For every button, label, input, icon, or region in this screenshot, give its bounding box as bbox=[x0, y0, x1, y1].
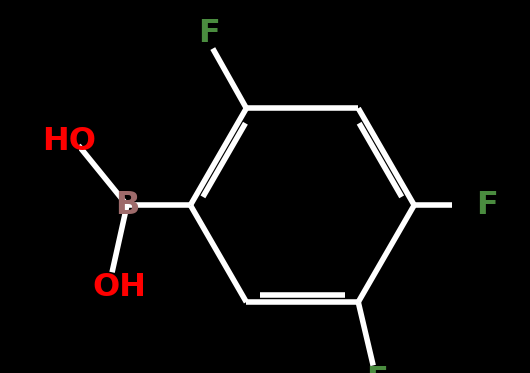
Text: HO: HO bbox=[42, 126, 96, 157]
Text: F: F bbox=[366, 365, 388, 373]
Text: F: F bbox=[198, 18, 220, 49]
Text: F: F bbox=[476, 189, 498, 221]
Text: B: B bbox=[115, 189, 139, 221]
Text: OH: OH bbox=[93, 272, 146, 303]
